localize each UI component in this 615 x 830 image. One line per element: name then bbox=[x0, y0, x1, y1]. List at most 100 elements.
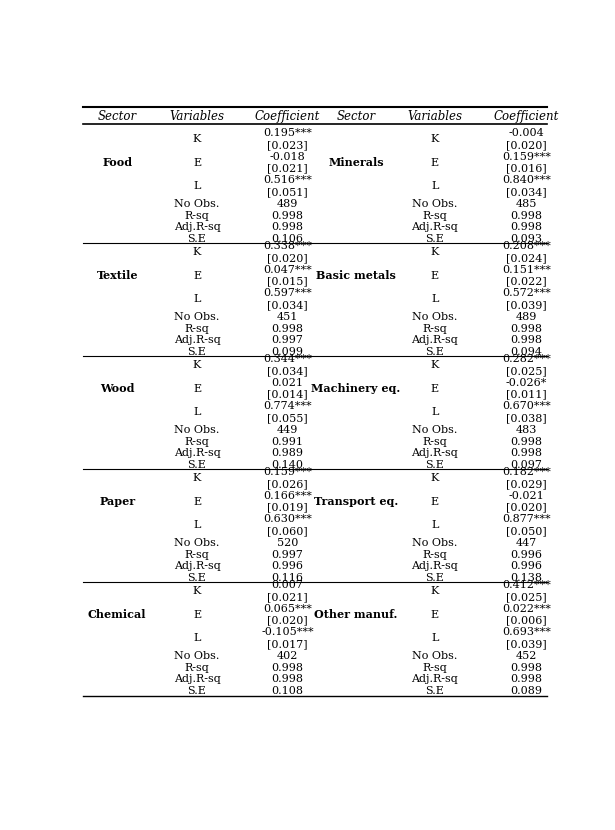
Text: S.E: S.E bbox=[426, 460, 445, 470]
Text: Adj.R-sq: Adj.R-sq bbox=[173, 448, 220, 458]
Text: E: E bbox=[431, 610, 439, 620]
Text: No Obs.: No Obs. bbox=[174, 199, 220, 209]
Text: 0.195***: 0.195*** bbox=[263, 128, 312, 139]
Text: 0.998: 0.998 bbox=[272, 662, 304, 672]
Text: R-sq: R-sq bbox=[423, 662, 447, 672]
Text: [0.024]: [0.024] bbox=[506, 253, 547, 263]
Text: L: L bbox=[431, 181, 438, 191]
Text: 0.996: 0.996 bbox=[272, 561, 304, 571]
Text: L: L bbox=[431, 520, 438, 530]
Text: [0.060]: [0.060] bbox=[268, 526, 308, 536]
Text: 0.877***: 0.877*** bbox=[502, 515, 550, 525]
Text: [0.026]: [0.026] bbox=[268, 479, 308, 489]
Text: 0.998: 0.998 bbox=[272, 675, 304, 685]
Text: [0.038]: [0.038] bbox=[506, 413, 547, 423]
Text: 0.151***: 0.151*** bbox=[502, 265, 551, 275]
Text: R-sq: R-sq bbox=[184, 211, 209, 221]
Text: -0.018: -0.018 bbox=[270, 152, 306, 162]
Text: [0.025]: [0.025] bbox=[506, 592, 547, 602]
Text: 0.093: 0.093 bbox=[510, 234, 542, 244]
Text: S.E: S.E bbox=[426, 347, 445, 357]
Text: L: L bbox=[193, 520, 200, 530]
Text: K: K bbox=[430, 360, 439, 370]
Text: [0.020]: [0.020] bbox=[268, 616, 308, 626]
Text: Basic metals: Basic metals bbox=[316, 270, 396, 281]
Text: [0.021]: [0.021] bbox=[268, 164, 308, 173]
Text: R-sq: R-sq bbox=[184, 549, 209, 559]
Text: [0.051]: [0.051] bbox=[268, 187, 308, 197]
Text: K: K bbox=[430, 134, 439, 144]
Text: No Obs.: No Obs. bbox=[412, 651, 458, 661]
Text: Wood: Wood bbox=[100, 383, 135, 394]
Text: 0.997: 0.997 bbox=[272, 335, 304, 345]
Text: No Obs.: No Obs. bbox=[412, 425, 458, 435]
Text: K: K bbox=[193, 473, 201, 483]
Text: Adj.R-sq: Adj.R-sq bbox=[411, 448, 458, 458]
Text: 0.022***: 0.022*** bbox=[502, 604, 551, 614]
Text: S.E: S.E bbox=[188, 234, 207, 244]
Text: 0.998: 0.998 bbox=[510, 675, 542, 685]
Text: R-sq: R-sq bbox=[423, 437, 447, 447]
Text: 483: 483 bbox=[516, 425, 537, 435]
Text: No Obs.: No Obs. bbox=[174, 312, 220, 322]
Text: K: K bbox=[430, 586, 439, 596]
Text: [0.039]: [0.039] bbox=[506, 639, 547, 649]
Text: 0.282***: 0.282*** bbox=[502, 354, 551, 364]
Text: -0.026*: -0.026* bbox=[506, 378, 547, 388]
Text: E: E bbox=[431, 271, 439, 281]
Text: L: L bbox=[431, 633, 438, 643]
Text: 0.693***: 0.693*** bbox=[502, 627, 551, 637]
Text: [0.034]: [0.034] bbox=[268, 300, 308, 310]
Text: -0.004: -0.004 bbox=[509, 128, 544, 139]
Text: [0.034]: [0.034] bbox=[268, 366, 308, 376]
Text: [0.017]: [0.017] bbox=[268, 639, 308, 649]
Text: 0.047***: 0.047*** bbox=[263, 265, 312, 275]
Text: [0.034]: [0.034] bbox=[506, 187, 547, 197]
Text: E: E bbox=[431, 496, 439, 507]
Text: E: E bbox=[431, 158, 439, 168]
Text: Adj.R-sq: Adj.R-sq bbox=[411, 561, 458, 571]
Text: Sector: Sector bbox=[336, 110, 375, 123]
Text: [0.020]: [0.020] bbox=[506, 140, 547, 150]
Text: 0.159***: 0.159*** bbox=[502, 152, 551, 162]
Text: Machinery eq.: Machinery eq. bbox=[311, 383, 400, 394]
Text: 0.338***: 0.338*** bbox=[263, 242, 312, 251]
Text: Textile: Textile bbox=[97, 270, 138, 281]
Text: S.E: S.E bbox=[426, 574, 445, 583]
Text: Adj.R-sq: Adj.R-sq bbox=[411, 675, 458, 685]
Text: [0.015]: [0.015] bbox=[268, 276, 308, 286]
Text: 0.997: 0.997 bbox=[272, 549, 304, 559]
Text: 520: 520 bbox=[277, 538, 298, 548]
Text: [0.025]: [0.025] bbox=[506, 366, 547, 376]
Text: 0.089: 0.089 bbox=[510, 686, 542, 696]
Text: 0.998: 0.998 bbox=[510, 222, 542, 232]
Text: E: E bbox=[431, 383, 439, 393]
Text: No Obs.: No Obs. bbox=[412, 312, 458, 322]
Text: S.E: S.E bbox=[188, 347, 207, 357]
Text: R-sq: R-sq bbox=[184, 324, 209, 334]
Text: -0.021: -0.021 bbox=[509, 491, 544, 500]
Text: 0.998: 0.998 bbox=[510, 211, 542, 221]
Text: L: L bbox=[193, 181, 200, 191]
Text: Paper: Paper bbox=[99, 496, 135, 507]
Text: L: L bbox=[431, 294, 438, 304]
Text: Adj.R-sq: Adj.R-sq bbox=[411, 335, 458, 345]
Text: 0.138: 0.138 bbox=[510, 574, 542, 583]
Text: Coefficient: Coefficient bbox=[494, 110, 559, 123]
Text: Minerals: Minerals bbox=[328, 157, 384, 168]
Text: S.E: S.E bbox=[426, 686, 445, 696]
Text: No Obs.: No Obs. bbox=[412, 538, 458, 548]
Text: No Obs.: No Obs. bbox=[174, 651, 220, 661]
Text: Transport eq.: Transport eq. bbox=[314, 496, 398, 507]
Text: 0.998: 0.998 bbox=[272, 211, 304, 221]
Text: 0.991: 0.991 bbox=[272, 437, 304, 447]
Text: Sector: Sector bbox=[98, 110, 137, 123]
Text: 0.998: 0.998 bbox=[510, 448, 542, 458]
Text: [0.011]: [0.011] bbox=[506, 389, 547, 399]
Text: 0.108: 0.108 bbox=[272, 686, 304, 696]
Text: [0.020]: [0.020] bbox=[268, 253, 308, 263]
Text: 0.998: 0.998 bbox=[272, 222, 304, 232]
Text: R-sq: R-sq bbox=[184, 437, 209, 447]
Text: [0.014]: [0.014] bbox=[268, 389, 308, 399]
Text: [0.016]: [0.016] bbox=[506, 164, 547, 173]
